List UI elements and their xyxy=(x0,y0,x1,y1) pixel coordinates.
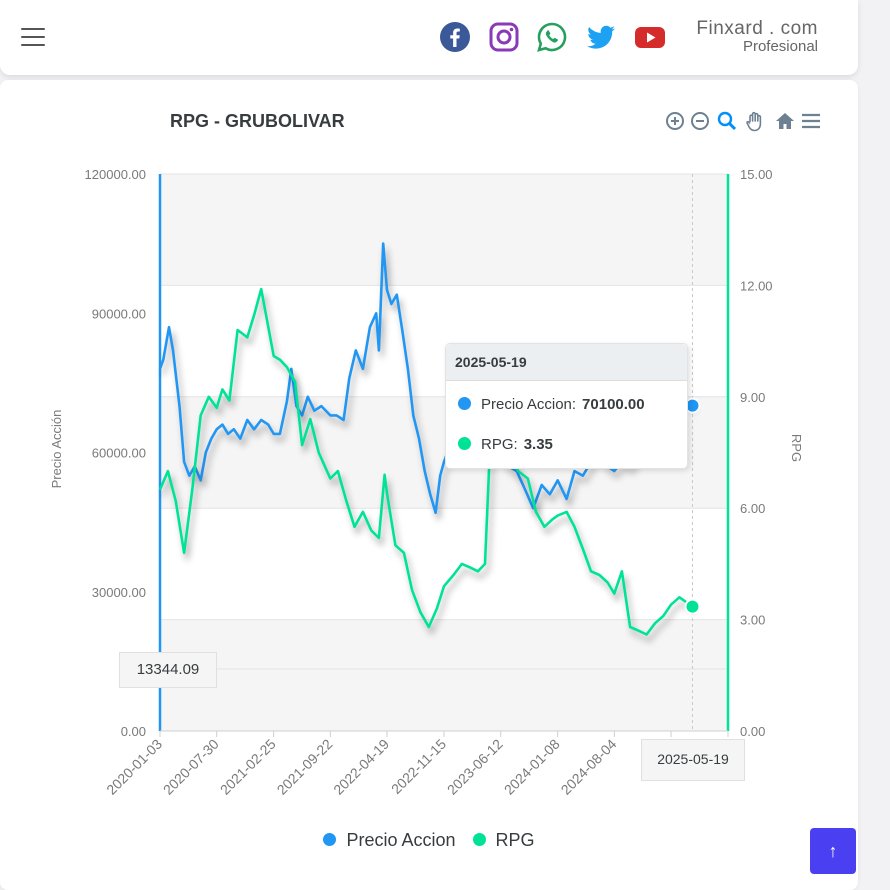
tooltip-row-price: Precio Accion: 70100.00 xyxy=(458,396,645,413)
zoom-out-icon[interactable] xyxy=(689,110,711,132)
tooltip-row-rpg: RPG: 3.35 xyxy=(458,436,553,453)
top-header: Finxard . com Profesional xyxy=(0,0,858,75)
tooltip-rpg-value: 3.35 xyxy=(523,436,553,453)
legend-label-precio-accion: Precio Accion xyxy=(346,830,456,850)
arrow-up-icon: ↑ xyxy=(828,841,838,861)
menu-icon[interactable] xyxy=(800,110,822,132)
hamburger-menu-icon[interactable] xyxy=(21,27,45,47)
legend-item-precio-accion[interactable]: Precio Accion xyxy=(323,830,456,851)
legend-marker-rpg xyxy=(472,833,486,846)
tooltip-price-label: Precio Accion: xyxy=(481,396,577,413)
facebook-icon[interactable] xyxy=(439,21,471,53)
whatsapp-icon[interactable] xyxy=(536,21,568,53)
legend-marker-precio-accion xyxy=(323,833,337,846)
twitter-icon[interactable] xyxy=(585,21,617,53)
legend-label-rpg: RPG xyxy=(495,830,535,850)
brand-name: Finxard . com xyxy=(696,18,818,39)
pan-icon[interactable] xyxy=(744,110,766,132)
crosshair-y-label: 13344.09 xyxy=(119,652,217,688)
chart-tooltip: 2025-05-19 Precio Accion: 70100.00 RPG: 3.… xyxy=(445,343,688,469)
instagram-icon[interactable] xyxy=(488,21,520,53)
zoom-in-icon[interactable] xyxy=(664,110,686,132)
tooltip-date: 2025-05-19 xyxy=(446,344,687,381)
chart-title: RPG - GRUBOLIVAR xyxy=(170,111,345,131)
tooltip-price-value: 70100.00 xyxy=(582,396,645,413)
selection-zoom-icon[interactable] xyxy=(716,110,738,132)
youtube-icon[interactable] xyxy=(634,21,666,53)
reset-home-icon[interactable] xyxy=(774,110,796,132)
scroll-to-top-button[interactable]: ↑ xyxy=(810,828,856,874)
tooltip-rpg-marker xyxy=(458,437,471,450)
chart-legend: Precio Accion RPG xyxy=(0,830,858,851)
tooltip-price-marker xyxy=(458,397,471,410)
brand-logo[interactable]: Finxard . com Profesional xyxy=(696,18,818,55)
brand-subtitle: Profesional xyxy=(742,38,818,55)
tooltip-rpg-label: RPG: xyxy=(481,436,518,453)
legend-item-rpg[interactable]: RPG xyxy=(472,830,535,851)
crosshair-x-label: 2025-05-19 xyxy=(641,739,745,781)
